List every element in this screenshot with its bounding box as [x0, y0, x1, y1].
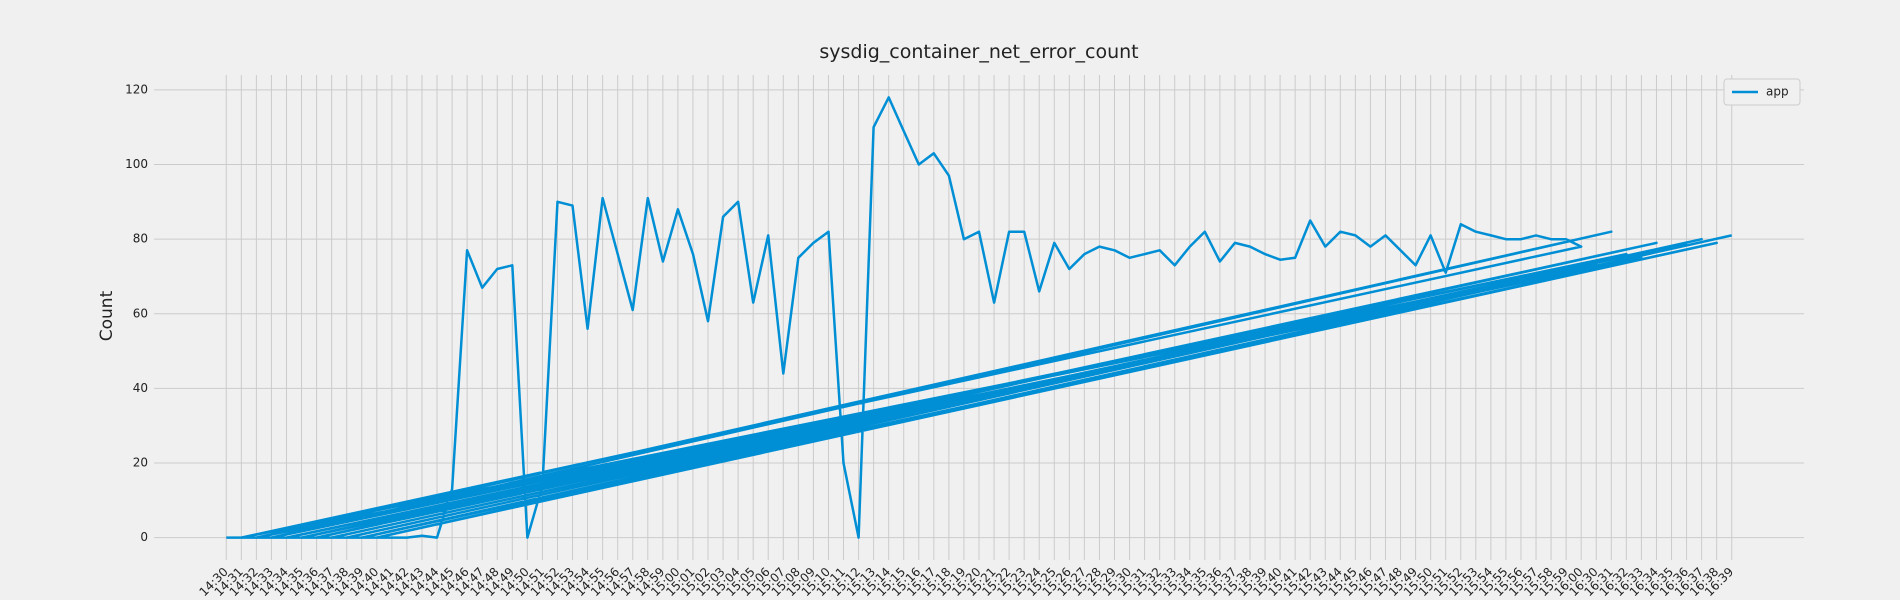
y-tick-label: 80: [133, 232, 148, 246]
legend-label: app: [1766, 85, 1789, 99]
y-tick-label: 40: [133, 381, 148, 395]
chart-title: sysdig_container_net_error_count: [819, 41, 1138, 63]
y-tick-label: 60: [133, 306, 148, 320]
y-tick-label: 120: [125, 82, 148, 96]
y-tick-label: 100: [125, 157, 148, 171]
legend-box: [1723, 78, 1801, 106]
legend: app: [1723, 78, 1801, 106]
y-tick-label: 20: [133, 456, 148, 470]
data-line: [226, 96, 1732, 539]
y-axis-label: Count: [97, 290, 117, 341]
y-tick-label: 0: [140, 530, 148, 544]
